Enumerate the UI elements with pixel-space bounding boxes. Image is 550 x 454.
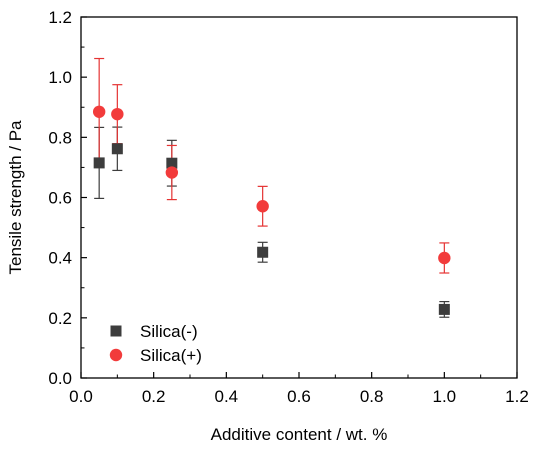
y-tick-label: 0.2 bbox=[48, 309, 72, 328]
legend-label-silica-minus: Silica(-) bbox=[140, 322, 198, 341]
y-tick-label: 0.0 bbox=[48, 369, 72, 388]
axis-ticks: 0.0 0.2 0.4 0.6 0.8 1.0 1.2 0.0 0.2 0.4 0.6 0.8 1.0 1… bbox=[48, 8, 528, 406]
silica-plus-point bbox=[111, 107, 124, 121]
x-axis-title: Additive content / wt. % bbox=[211, 425, 388, 444]
silica-plus-point bbox=[165, 166, 179, 179]
y-tick-label: 1.0 bbox=[48, 68, 72, 87]
silica-minus-point bbox=[257, 246, 269, 258]
data-points bbox=[92, 105, 451, 315]
silica-minus-point bbox=[166, 157, 178, 169]
x-tick-label: 0.6 bbox=[287, 387, 311, 406]
legend-label-silica-plus: Silica(+) bbox=[140, 346, 202, 365]
silica-plus-point bbox=[256, 200, 269, 213]
silica-plus-point bbox=[92, 105, 106, 118]
x-tick-label: 0.0 bbox=[69, 387, 93, 406]
x-tick-label: 1.0 bbox=[433, 387, 457, 406]
y-tick-label: 0.6 bbox=[48, 189, 72, 208]
y-axis-title: Tensile strength / Pa bbox=[6, 120, 25, 275]
legend-marker-silica-plus bbox=[109, 348, 123, 362]
legend-marker-silica-minus bbox=[110, 325, 122, 337]
y-tick-label: 0.8 bbox=[48, 128, 72, 147]
legend: Silica(-) Silica(+) bbox=[109, 322, 202, 365]
silica-minus-point bbox=[111, 143, 123, 155]
silica-minus-point bbox=[93, 157, 105, 169]
x-tick-label: 0.8 bbox=[360, 387, 384, 406]
silica-plus-point bbox=[438, 251, 451, 265]
error-bars bbox=[94, 57, 450, 318]
y-tick-label: 1.2 bbox=[48, 8, 72, 27]
x-tick-label: 0.4 bbox=[215, 387, 239, 406]
y-tick-label: 0.4 bbox=[48, 249, 72, 268]
x-tick-label: 0.2 bbox=[142, 387, 166, 406]
silica-minus-point bbox=[438, 303, 450, 315]
x-tick-label: 1.2 bbox=[505, 387, 529, 406]
